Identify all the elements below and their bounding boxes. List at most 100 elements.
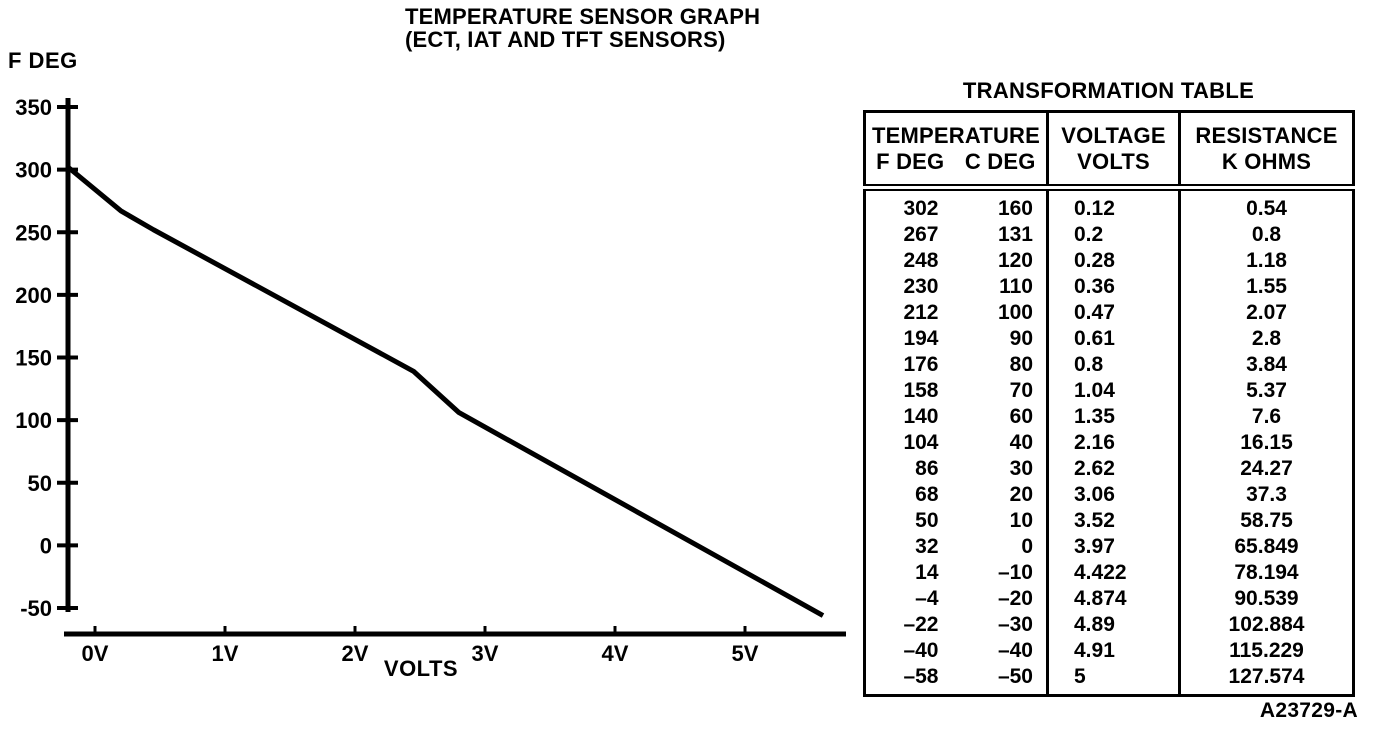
y-tick-label: 200 xyxy=(15,283,52,308)
table-row: 158 70 1.04 5.37 xyxy=(865,378,1354,404)
table-title: TRANSFORMATION TABLE xyxy=(962,78,1255,103)
f-deg-value: –4 xyxy=(915,587,939,610)
graph-title-line1: TEMPERATURE SENSOR GRAPH xyxy=(405,4,761,29)
c-deg-value: –10 xyxy=(997,561,1033,584)
k-ohms-value: 78.194 xyxy=(1178,560,1354,586)
table-row: –58 –50 5 127.574 xyxy=(865,664,1354,696)
volts-value: 3.52 xyxy=(1046,508,1180,534)
table-row: 176 80 0.8 3.84 xyxy=(865,352,1354,378)
c-deg-value: 10 xyxy=(1009,509,1033,532)
f-deg-value: 14 xyxy=(915,561,939,584)
f-deg-value: 104 xyxy=(903,431,939,454)
f-deg-value: –40 xyxy=(903,639,939,662)
table-row: 140 60 1.35 7.6 xyxy=(865,404,1354,430)
table-row: 267 131 0.2 0.8 xyxy=(865,222,1354,248)
f-deg-value: 158 xyxy=(903,379,939,402)
transformation-table-section: TRANSFORMATION TABLE TEMPERATURE VOLTAGE… xyxy=(863,78,1355,697)
y-tick-label: 300 xyxy=(15,158,52,183)
f-deg-value: 86 xyxy=(915,457,939,480)
c-deg-value: 120 xyxy=(997,249,1033,272)
c-deg-value: 40 xyxy=(1009,431,1033,454)
k-ohms-value: 16.15 xyxy=(1178,430,1354,456)
x-tick-label: 2V xyxy=(342,641,369,666)
volts-value: 1.35 xyxy=(1046,404,1180,430)
volts-value: 0.8 xyxy=(1046,352,1180,378)
graph-title-line2: (ECT, IAT AND TFT SENSORS) xyxy=(405,27,726,52)
table-row: 302 160 0.12 0.54 xyxy=(865,187,1354,222)
c-deg-value: –30 xyxy=(997,613,1033,636)
k-ohms-value: 37.3 xyxy=(1178,482,1354,508)
volts-value: 0.28 xyxy=(1046,248,1180,274)
c-deg-value: 0 xyxy=(1021,535,1033,558)
volts-value: 0.61 xyxy=(1046,326,1180,352)
volts-value: 4.89 xyxy=(1046,612,1180,638)
c-deg-value: 131 xyxy=(997,223,1033,246)
volts-value: 2.16 xyxy=(1046,430,1180,456)
volts-value: 5 xyxy=(1046,664,1180,696)
f-deg-value: 212 xyxy=(903,301,939,324)
f-deg-value: 140 xyxy=(903,405,939,428)
c-deg-value: –40 xyxy=(997,639,1033,662)
y-tick-label: 250 xyxy=(15,220,52,245)
volts-value: 2.62 xyxy=(1046,456,1180,482)
f-deg-value: 230 xyxy=(903,275,939,298)
y-tick-label: 100 xyxy=(15,408,52,433)
volts-value: 1.04 xyxy=(1046,378,1180,404)
x-tick-label: 0V xyxy=(82,641,109,666)
f-deg-value: 50 xyxy=(915,509,939,532)
c-deg-value: 100 xyxy=(997,301,1033,324)
volts-value: 4.91 xyxy=(1046,638,1180,664)
volts-value: 4.422 xyxy=(1046,560,1180,586)
x-axis-label: VOLTS xyxy=(383,656,459,681)
c-deg-value: 90 xyxy=(1009,327,1033,350)
header-f-deg: F DEG xyxy=(864,149,955,191)
c-deg-value: 60 xyxy=(1009,405,1033,428)
k-ohms-value: 102.884 xyxy=(1178,612,1354,638)
y-axis-label: F DEG xyxy=(8,48,78,73)
f-deg-value: 302 xyxy=(903,197,939,220)
k-ohms-value: 90.539 xyxy=(1178,586,1354,612)
f-deg-value: –22 xyxy=(903,613,939,636)
f-deg-value: 32 xyxy=(915,535,939,558)
sensor-curve xyxy=(66,165,825,618)
volts-value: 0.47 xyxy=(1046,300,1180,326)
y-tick-label: 50 xyxy=(28,471,52,496)
volts-value: 3.97 xyxy=(1046,534,1180,560)
f-deg-value: 194 xyxy=(903,327,939,350)
f-deg-value: 68 xyxy=(915,483,939,506)
table-row: 14 –10 4.422 78.194 xyxy=(865,560,1354,586)
x-tick-label: 5V xyxy=(732,641,759,666)
header-temperature: TEMPERATURE xyxy=(871,123,1041,148)
volts-value: 3.06 xyxy=(1046,482,1180,508)
table-row: 230 110 0.36 1.55 xyxy=(865,274,1354,300)
k-ohms-value: 3.84 xyxy=(1178,352,1354,378)
volts-value: 0.36 xyxy=(1046,274,1180,300)
c-deg-value: 110 xyxy=(999,275,1033,298)
table-row: –22 –30 4.89 102.884 xyxy=(865,612,1354,638)
k-ohms-value: 0.8 xyxy=(1178,222,1354,248)
table-row: 86 30 2.62 24.27 xyxy=(865,456,1354,482)
volts-value: 0.12 xyxy=(1046,187,1180,222)
table-row: 104 40 2.16 16.15 xyxy=(865,430,1354,456)
x-tick-label: 4V xyxy=(602,641,629,666)
c-deg-value: –20 xyxy=(997,587,1033,610)
table-row: –40 –40 4.91 115.229 xyxy=(865,638,1354,664)
transformation-table: TEMPERATURE VOLTAGE RESISTANCE F DEG C D… xyxy=(863,110,1355,697)
figure-code: A23729-A xyxy=(1259,699,1358,722)
graph-title: TEMPERATURE SENSOR GRAPH (ECT, IAT AND T… xyxy=(405,5,760,51)
y-tick-label: -50 xyxy=(20,596,52,621)
k-ohms-value: 5.37 xyxy=(1178,378,1354,404)
c-deg-value: –50 xyxy=(997,665,1033,688)
k-ohms-value: 65.849 xyxy=(1178,534,1354,560)
k-ohms-value: 127.574 xyxy=(1178,664,1354,696)
c-deg-value: 160 xyxy=(997,197,1033,220)
k-ohms-value: 58.75 xyxy=(1178,508,1354,534)
k-ohms-value: 7.6 xyxy=(1178,404,1354,430)
k-ohms-value: 1.55 xyxy=(1178,274,1354,300)
x-tick-label: 3V xyxy=(472,641,499,666)
x-tick-label: 1V xyxy=(212,641,239,666)
table-header: TEMPERATURE VOLTAGE RESISTANCE F DEG C D… xyxy=(864,111,1354,191)
table-row: 50 10 3.52 58.75 xyxy=(865,508,1354,534)
c-deg-value: 80 xyxy=(1009,353,1033,376)
